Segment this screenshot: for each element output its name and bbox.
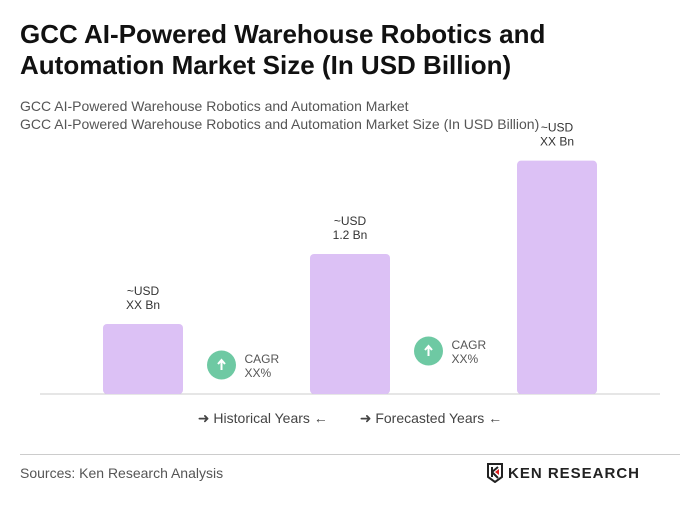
data-label: ~USD — [541, 121, 574, 135]
sources: Sources: Ken Research Analysis — [20, 465, 224, 481]
bar — [517, 160, 597, 394]
legend-forecasted-label: Forecasted Years — [375, 410, 485, 426]
divider — [20, 454, 680, 455]
legend: ➜ Historical Years ← ➜ Forecasted Years … — [0, 410, 700, 427]
logo-text: KEN RESEARCH — [508, 464, 641, 482]
data-label: ~USD — [334, 214, 367, 228]
legend-forecasted: ➜ Forecasted Years ← — [359, 410, 503, 426]
data-label: XX Bn — [540, 135, 574, 149]
bar — [103, 324, 183, 394]
data-label: XX Bn — [126, 298, 160, 312]
legend-historical-label: Historical Years — [213, 410, 310, 426]
data-label: ~USD — [127, 284, 160, 298]
ken-research-logo: KEN RESEARCH — [486, 463, 640, 483]
cagr-label: CAGR — [245, 352, 280, 366]
subtitle-2: GCC AI-Powered Warehouse Robotics and Au… — [20, 116, 540, 132]
logo-icon — [487, 463, 503, 483]
cagr-value: XX% — [452, 352, 479, 366]
bar — [310, 254, 390, 394]
cagr-value: XX% — [245, 366, 272, 380]
subtitle: GCC AI-Powered Warehouse Robotics and Au… — [20, 98, 409, 114]
legend-historical: ➜ Historical Years ← — [197, 410, 328, 426]
data-label: 1.2 Bn — [333, 228, 368, 242]
cagr-label: CAGR — [452, 338, 487, 352]
page-title: GCC AI-Powered Warehouse Robotics and Au… — [20, 19, 546, 80]
